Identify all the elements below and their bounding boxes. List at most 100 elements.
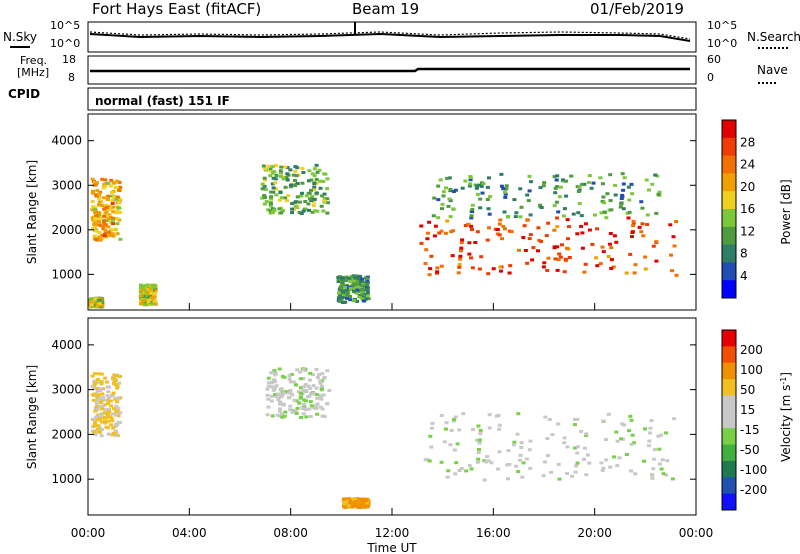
heatmap-cell xyxy=(314,181,319,185)
heatmap-cell xyxy=(630,231,635,234)
cpid-text: normal (fast) 151 IF xyxy=(95,94,230,108)
heatmap-cell xyxy=(279,387,284,391)
heatmap-cell xyxy=(485,238,490,242)
heatmap-cell xyxy=(444,186,448,190)
heatmap-cell xyxy=(336,275,341,279)
heatmap-cell xyxy=(439,264,444,268)
heatmap-cell xyxy=(419,224,424,228)
heatmap-cell xyxy=(559,185,563,189)
heatmap-cell xyxy=(319,204,324,208)
heatmap-cell xyxy=(661,472,666,476)
heatmap-cell xyxy=(340,290,345,294)
heatmap-cell xyxy=(103,230,108,234)
colorbar-segment xyxy=(722,379,736,396)
heatmap-cell xyxy=(363,284,368,288)
heatmap-cell xyxy=(113,424,118,428)
heatmap-cell xyxy=(262,184,267,188)
heatmap-cell xyxy=(427,273,432,277)
heatmap-cell xyxy=(629,442,634,446)
heatmap-cell xyxy=(619,202,624,206)
heatmap-cell xyxy=(287,377,292,381)
heatmap-cell xyxy=(643,427,647,431)
heatmap-cell xyxy=(556,210,561,214)
colorbar-frame xyxy=(721,329,737,511)
heatmap-cell xyxy=(299,212,304,215)
heatmap-cell xyxy=(600,182,605,186)
heatmap-cell xyxy=(512,443,516,447)
heatmap-cell xyxy=(538,186,543,190)
heatmap-cell xyxy=(289,373,294,376)
heatmap-cell xyxy=(575,451,580,455)
x-tick-label: 16:00 xyxy=(476,526,511,540)
heatmap-cell xyxy=(555,174,560,178)
heatmap-cell xyxy=(95,413,100,417)
heatmap-cell xyxy=(269,197,274,201)
heatmap-cell xyxy=(302,404,307,408)
heatmap-cell xyxy=(92,382,97,386)
heatmap-cell xyxy=(442,440,447,444)
heatmap-cell xyxy=(90,191,95,195)
heatmap-cell xyxy=(643,267,648,271)
heatmap-cell xyxy=(326,201,330,205)
colorbar-tick-label: 200 xyxy=(740,343,763,357)
heatmap-cell xyxy=(348,280,353,283)
heatmap-cell xyxy=(574,464,579,468)
heatmap-cell xyxy=(284,199,289,203)
heatmap-cell xyxy=(475,230,480,234)
heatmap-cell xyxy=(307,208,312,212)
heatmap-cell xyxy=(474,186,479,190)
heatmap-cell xyxy=(557,195,562,199)
heatmap-cell xyxy=(110,394,115,398)
heatmap-cell xyxy=(150,299,155,303)
heatmap-cell xyxy=(527,448,532,452)
heatmap-cell xyxy=(336,280,341,283)
heatmap-cell xyxy=(298,395,303,399)
heatmap-cell xyxy=(566,237,570,241)
heatmap-cell xyxy=(115,386,120,390)
heatmap-cell xyxy=(620,193,625,197)
heatmap-cell xyxy=(109,216,114,220)
heatmap-cell xyxy=(110,202,115,205)
heatmap-cell xyxy=(455,442,460,446)
heatmap-cell xyxy=(536,249,540,253)
heatmap-cell xyxy=(355,288,360,292)
heatmap-cell xyxy=(513,215,518,219)
heatmap-cell xyxy=(265,413,270,417)
heatmap-cell xyxy=(103,421,108,425)
heatmap-cell xyxy=(477,448,481,451)
heatmap-cell xyxy=(562,214,566,218)
heatmap-cell xyxy=(100,233,105,237)
heatmap-cell xyxy=(118,210,122,214)
heatmap-cell xyxy=(637,225,642,229)
heatmap-cell xyxy=(448,199,453,203)
heatmap-cell xyxy=(348,499,352,503)
heatmap-cell xyxy=(621,188,626,192)
heatmap-cell xyxy=(293,200,298,204)
heatmap-cell xyxy=(290,410,295,414)
heatmap-cell xyxy=(93,387,98,391)
heatmap-cell xyxy=(304,208,309,212)
heatmap-cell xyxy=(285,166,290,170)
heatmap-cell xyxy=(101,387,106,391)
heatmap-cell xyxy=(97,301,102,305)
heatmap-cell xyxy=(263,178,268,182)
heatmap-cell xyxy=(645,223,650,226)
heatmap-cell xyxy=(294,399,299,403)
heatmap-cell xyxy=(497,222,502,226)
heatmap-cell xyxy=(528,233,533,237)
heatmap-cell xyxy=(585,453,590,457)
power-colorbar: 28 24 20 16 12 8 4 xyxy=(721,119,755,299)
heatmap-cell xyxy=(281,392,286,396)
heatmap-cell xyxy=(582,270,587,274)
heatmap-cell xyxy=(356,503,361,507)
power-colorbar-label: Power [dB] xyxy=(779,179,793,244)
heatmap-cell xyxy=(111,426,116,430)
heatmap-cell xyxy=(115,397,120,401)
heatmap-cell xyxy=(325,369,330,373)
heatmap-cell xyxy=(579,429,584,433)
heatmap-cell xyxy=(109,194,114,198)
heatmap-cell xyxy=(307,378,312,382)
heatmap-cell xyxy=(96,424,101,428)
heatmap-cell xyxy=(345,287,350,291)
heatmap-cell xyxy=(497,233,502,237)
